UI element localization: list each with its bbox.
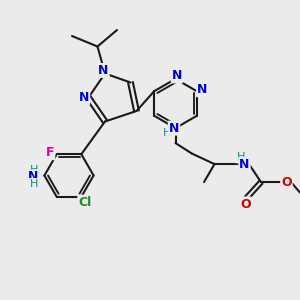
Text: N: N	[79, 91, 89, 104]
Text: O: O	[240, 197, 251, 211]
Text: N: N	[98, 64, 109, 77]
Text: N: N	[172, 69, 182, 82]
Text: O: O	[281, 176, 292, 189]
Text: N: N	[239, 158, 250, 171]
Text: H: H	[236, 152, 245, 163]
Text: Cl: Cl	[78, 196, 92, 209]
Text: F: F	[46, 146, 54, 159]
Text: N: N	[197, 83, 207, 96]
Text: H: H	[30, 165, 38, 175]
Text: H: H	[30, 179, 38, 189]
Text: N: N	[28, 170, 38, 184]
Text: H: H	[163, 128, 171, 138]
Text: N: N	[169, 122, 179, 135]
